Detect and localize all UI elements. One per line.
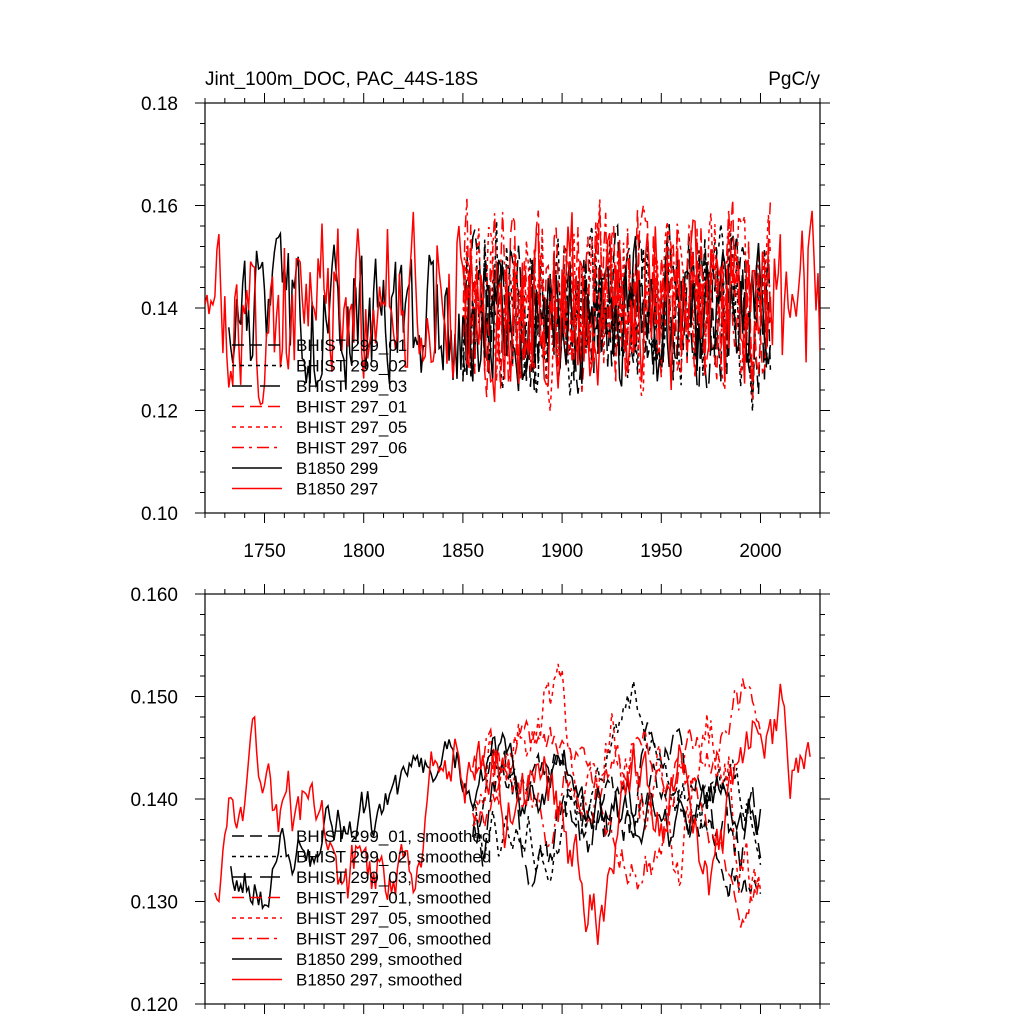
- y-tick-label: 0.16: [141, 197, 178, 218]
- legend-label-6: B1850 299, smoothed: [296, 950, 462, 969]
- legend-label-7: B1850 297, smoothed: [296, 971, 462, 990]
- legend-label-4: BHIST 297_05, smoothed: [296, 909, 491, 928]
- x-tick-label: 1850: [442, 541, 484, 562]
- legend-label-7: B1850 297: [296, 480, 378, 499]
- legend-label-4: BHIST 297_05: [296, 418, 407, 437]
- y-tick-label: 0.10: [141, 504, 178, 525]
- x-tick-label: 2000: [739, 541, 781, 562]
- top-panel-title: Jint_100m_DOC, PAC_44S-18S: [205, 69, 478, 90]
- top-panel: Jint_100m_DOC, PAC_44S-18S PgC/y 1750 180…: [141, 69, 830, 562]
- bottom-axis-ticks: 0.120 0.130 0.140 0.150 0.160: [130, 584, 830, 1016]
- series-line-0: [462, 222, 772, 399]
- bottom-panel: 0.120 0.130 0.140 0.150 0.160 BHIST 299_01, …: [130, 584, 830, 1016]
- legend-label-0: BHIST 299_01, smoothed: [296, 827, 491, 846]
- y-tick-label: 0.140: [130, 790, 178, 811]
- legend-label-5: BHIST 297_06: [296, 439, 407, 458]
- series-line-3: [472, 718, 762, 928]
- legend-label-5: BHIST 297_06, smoothed: [296, 930, 491, 949]
- legend-label-1: BHIST 299_02, smoothed: [296, 848, 491, 867]
- legend-label-1: BHIST 299_02: [296, 357, 407, 376]
- y-tick-label: 0.14: [141, 299, 178, 320]
- legend-label-3: BHIST 297_01, smoothed: [296, 889, 491, 908]
- legend-label-6: B1850 299: [296, 459, 378, 478]
- y-tick-label: 0.120: [130, 995, 178, 1016]
- x-tick-label: 1750: [243, 541, 285, 562]
- top-panel-units: PgC/y: [768, 69, 820, 90]
- x-tick-label: 1900: [541, 541, 583, 562]
- bottom-legend: BHIST 299_01, smoothed BHIST 299_02, smoo…: [232, 827, 491, 990]
- series-line-5: [472, 678, 762, 890]
- legend-label-2: BHIST 299_03: [296, 377, 407, 396]
- series-line-6: [230, 731, 762, 911]
- y-tick-label: 0.18: [141, 94, 178, 115]
- series-line-7: [205, 210, 820, 406]
- x-tick-label: 1950: [640, 541, 682, 562]
- series-line-4: [472, 663, 762, 895]
- bottom-series-group: [214, 663, 811, 945]
- legend-label-3: BHIST 297_01: [296, 398, 407, 417]
- series-line-7: [214, 683, 811, 945]
- y-tick-label: 0.150: [130, 688, 178, 709]
- y-tick-label: 0.12: [141, 402, 178, 423]
- legend-label-2: BHIST 299_03, smoothed: [296, 868, 491, 887]
- legend-label-0: BHIST 299_01: [296, 336, 407, 355]
- top-axis-ticks: 1750 1800 1850 1900 1950 2000 0.10 0.12 0.14 0.16…: [141, 93, 830, 562]
- series-line-4: [462, 199, 772, 412]
- y-tick-label: 0.130: [130, 893, 178, 914]
- y-tick-label: 0.160: [130, 585, 178, 606]
- x-tick-label: 1800: [343, 541, 385, 562]
- series-line-1: [472, 680, 762, 884]
- top-series-group: [205, 198, 820, 412]
